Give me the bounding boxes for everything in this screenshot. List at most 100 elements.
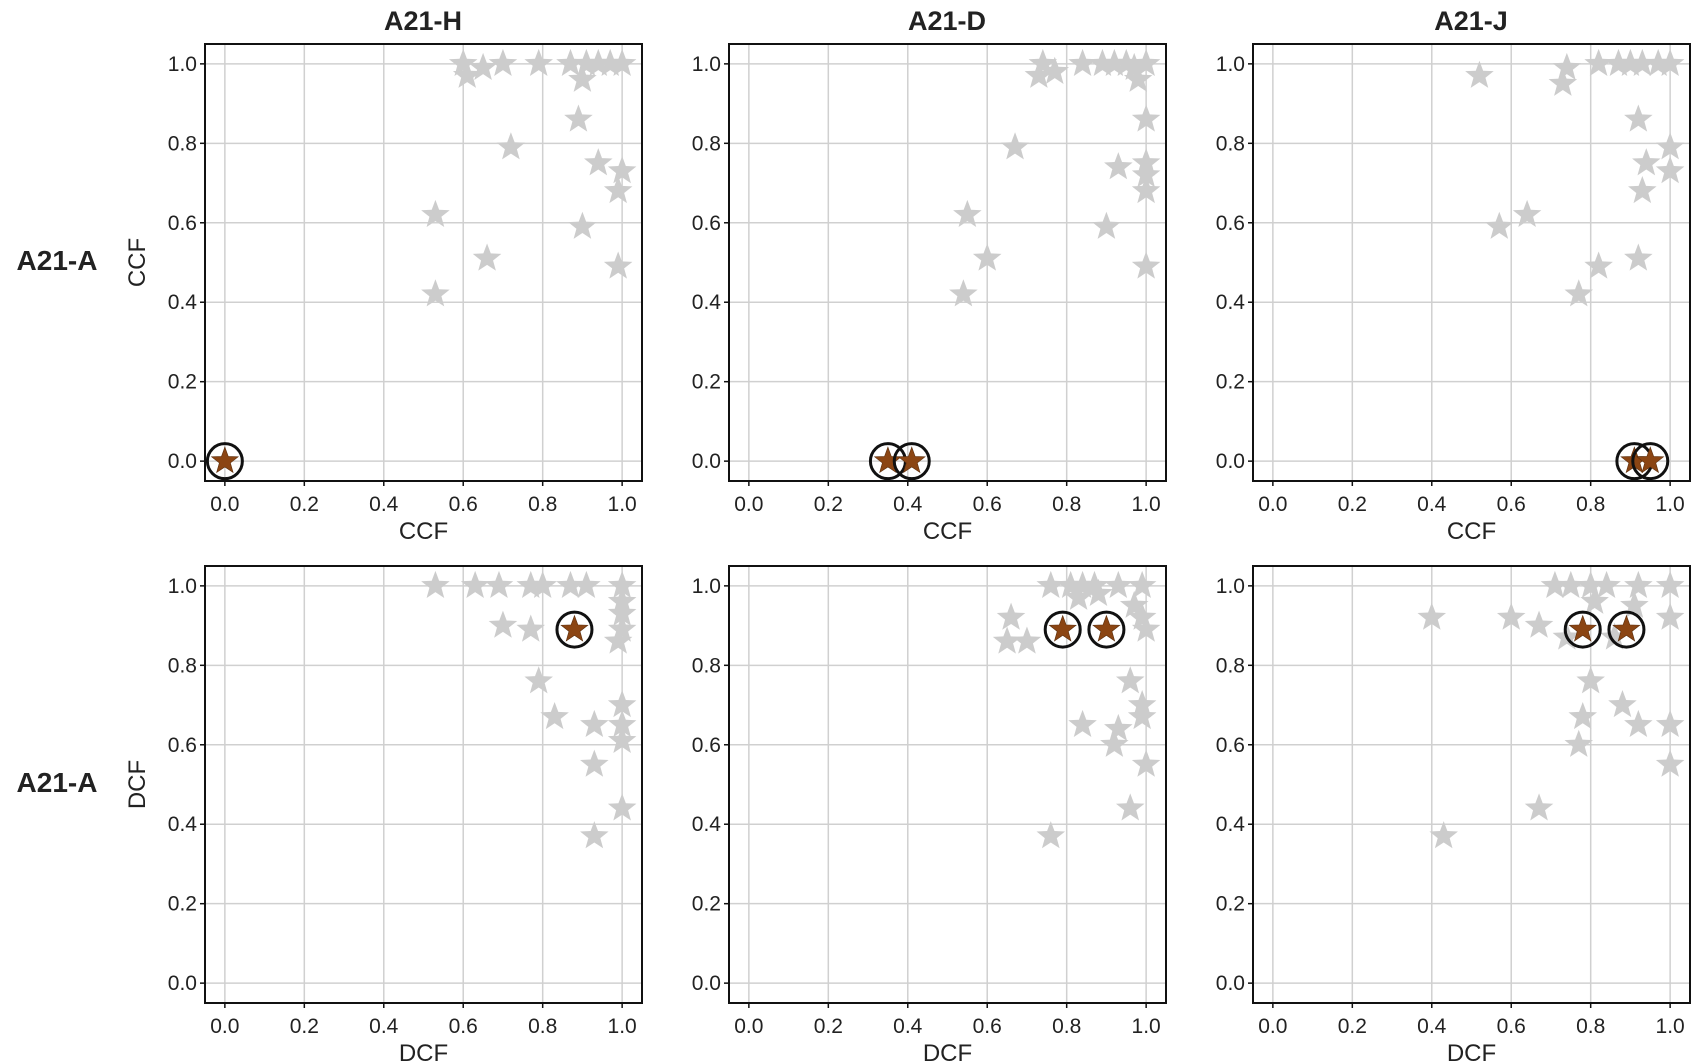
y-tick-label: 0.6 — [692, 212, 721, 235]
scatter-panel-4: 0.0 0.2 0.4 0.6 0.8 1.0 0.0 0.2 0.4 0.6 0.8 1.0 DCF — [692, 565, 1167, 1062]
background-point — [1512, 199, 1542, 227]
background-point — [1088, 48, 1117, 76]
x-tick-label: 0.2 — [1338, 1015, 1367, 1038]
x-tick-label: 0.0 — [734, 1015, 763, 1038]
background-point — [572, 570, 601, 598]
background-point — [996, 602, 1026, 630]
background-point — [953, 199, 982, 227]
y-tick-label: 0.2 — [1216, 893, 1245, 916]
background-point — [1080, 570, 1109, 598]
background-point — [1092, 211, 1121, 239]
highlight-point — [897, 446, 926, 474]
background-point — [607, 156, 637, 184]
y-tick-label: 0.8 — [1216, 132, 1245, 155]
background-point — [568, 211, 597, 239]
y-axis-label: DCF — [124, 760, 151, 809]
background-point — [607, 614, 637, 642]
background-point — [1127, 701, 1157, 730]
x-tick-label: 0.2 — [290, 1015, 319, 1038]
background-point — [1012, 626, 1042, 654]
background-point — [580, 709, 609, 738]
background-point — [1556, 570, 1586, 598]
points — [992, 570, 1161, 849]
background-point — [1417, 602, 1447, 630]
y-tick-label: 0.2 — [692, 371, 721, 394]
background-point — [1127, 602, 1157, 630]
scatter-panel-2: 0.0 0.2 0.4 0.6 0.8 1.0 0.0 0.2 0.4 0.6 0.8 1.0 CCF — [1216, 43, 1691, 545]
background-point — [484, 570, 514, 598]
column-title-0: A21-H — [384, 6, 462, 36]
background-point — [1616, 48, 1645, 76]
background-point — [1643, 48, 1673, 76]
x-tick-label: 0.0 — [1258, 1015, 1287, 1038]
highlight-ring — [1043, 610, 1082, 649]
y-tick-label: 0.0 — [692, 972, 721, 995]
highlight-ring — [1563, 610, 1602, 649]
background-point — [1127, 570, 1157, 598]
background-point — [1548, 68, 1578, 96]
y-tick-label: 1.0 — [1216, 53, 1245, 76]
background-point — [1584, 48, 1613, 76]
row-titles: A21-A A21-A — [17, 245, 98, 798]
x-tick-label: 0.6 — [1497, 493, 1526, 516]
y-tick-label: 0.6 — [1216, 734, 1245, 757]
x-tick-label: 0.8 — [528, 1015, 557, 1038]
axes-frame — [1252, 43, 1691, 482]
background-point — [1040, 56, 1070, 84]
grid — [1253, 44, 1690, 481]
y-tick-label: 0.4 — [168, 813, 198, 836]
highlight-ring — [1631, 442, 1670, 481]
background-point — [1580, 586, 1609, 614]
background-point — [564, 104, 593, 132]
background-point — [421, 570, 450, 598]
background-point — [488, 610, 518, 638]
background-point — [1104, 713, 1133, 742]
x-tick-label: 0.4 — [1417, 493, 1447, 516]
y-tick-label: 0.8 — [168, 132, 197, 155]
background-point — [607, 725, 637, 753]
y-tick-label: 0.2 — [168, 371, 197, 394]
highlight-point — [210, 446, 240, 474]
axes-frame — [204, 43, 643, 482]
highlight-point — [560, 614, 589, 642]
highlight-point — [1092, 614, 1121, 642]
x-tick-label: 0.4 — [893, 493, 923, 516]
background-point — [1429, 821, 1458, 849]
row-title-0: A21-A — [17, 245, 98, 276]
background-point — [1624, 104, 1653, 132]
background-point — [540, 701, 569, 730]
background-point — [580, 749, 609, 777]
background-point — [1064, 582, 1093, 610]
background-point — [972, 243, 1002, 271]
y-tick-label: 0.0 — [168, 972, 197, 995]
background-point — [1131, 251, 1161, 279]
column-title-2: A21-J — [1434, 6, 1508, 36]
background-point — [1655, 749, 1685, 777]
background-point — [1564, 279, 1594, 307]
background-point — [556, 570, 585, 598]
axes-frame — [1252, 565, 1691, 1004]
grid — [729, 566, 1166, 1003]
background-point — [496, 132, 526, 160]
background-point — [1552, 52, 1582, 80]
background-point — [1024, 60, 1054, 88]
background-point — [603, 626, 633, 654]
highlight-ring — [892, 442, 931, 481]
background-point — [580, 821, 609, 849]
background-point — [468, 52, 498, 80]
background-point — [1604, 48, 1633, 76]
x-tick-label: 1.0 — [1132, 1015, 1161, 1038]
background-point — [1485, 211, 1514, 239]
x-tick-label: 0.8 — [1576, 1015, 1605, 1038]
x-tick-label: 0.6 — [973, 1015, 1002, 1038]
axes-frame — [728, 565, 1167, 1004]
background-point — [448, 48, 478, 76]
background-point — [1524, 793, 1554, 821]
background-point — [472, 243, 502, 271]
y-tick-label: 0.4 — [1216, 813, 1246, 836]
x-axis-label: DCF — [399, 1040, 448, 1062]
highlight-point — [1612, 614, 1641, 642]
background-point — [949, 279, 978, 307]
x-tick-label: 0.0 — [1258, 493, 1287, 516]
scatter-panels: 0.0 0.2 0.4 0.6 0.8 1.0 0.0 0.2 0.4 0.6 0.8 1.0 CCF C… — [124, 43, 1691, 1062]
